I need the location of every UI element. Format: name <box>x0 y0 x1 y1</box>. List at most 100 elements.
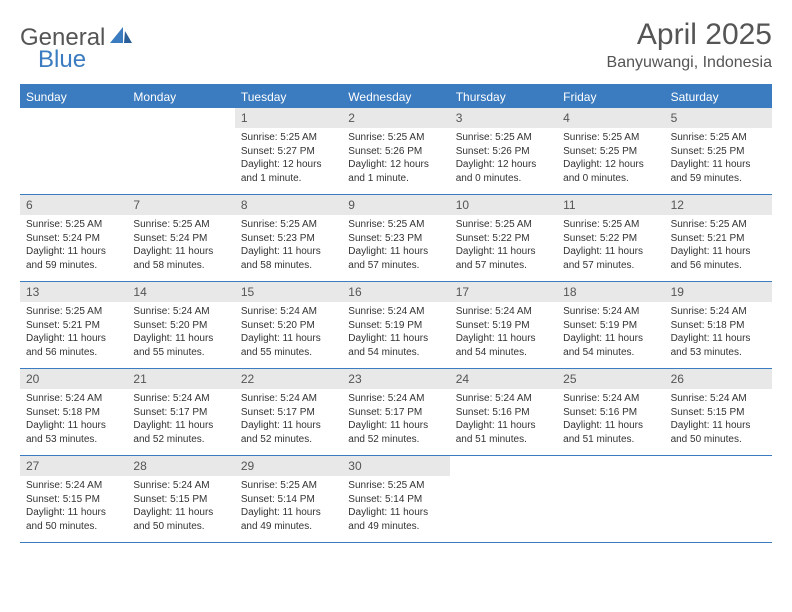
day-cell: 25Sunrise: 5:24 AMSunset: 5:16 PMDayligh… <box>557 369 664 455</box>
calendar: SundayMondayTuesdayWednesdayThursdayFrid… <box>20 84 772 543</box>
day-number: 17 <box>450 282 557 302</box>
day-cell: 29Sunrise: 5:25 AMSunset: 5:14 PMDayligh… <box>235 456 342 542</box>
day-body: Sunrise: 5:25 AMSunset: 5:14 PMDaylight:… <box>235 476 342 538</box>
day-number: 11 <box>557 195 664 215</box>
day-body: Sunrise: 5:25 AMSunset: 5:24 PMDaylight:… <box>20 215 127 277</box>
day-cell: 4Sunrise: 5:25 AMSunset: 5:25 PMDaylight… <box>557 108 664 194</box>
day-cell: 9Sunrise: 5:25 AMSunset: 5:23 PMDaylight… <box>342 195 449 281</box>
day-number: 9 <box>342 195 449 215</box>
week-row: 6Sunrise: 5:25 AMSunset: 5:24 PMDaylight… <box>20 195 772 282</box>
day-cell: 26Sunrise: 5:24 AMSunset: 5:15 PMDayligh… <box>665 369 772 455</box>
day-body: Sunrise: 5:24 AMSunset: 5:20 PMDaylight:… <box>235 302 342 364</box>
day-body: Sunrise: 5:24 AMSunset: 5:20 PMDaylight:… <box>127 302 234 364</box>
day-number: 23 <box>342 369 449 389</box>
day-body: Sunrise: 5:24 AMSunset: 5:16 PMDaylight:… <box>557 389 664 451</box>
day-cell: 1Sunrise: 5:25 AMSunset: 5:27 PMDaylight… <box>235 108 342 194</box>
day-body: Sunrise: 5:24 AMSunset: 5:19 PMDaylight:… <box>450 302 557 364</box>
week-row: 20Sunrise: 5:24 AMSunset: 5:18 PMDayligh… <box>20 369 772 456</box>
day-cell: 10Sunrise: 5:25 AMSunset: 5:22 PMDayligh… <box>450 195 557 281</box>
weeks: 1Sunrise: 5:25 AMSunset: 5:27 PMDaylight… <box>20 108 772 543</box>
day-number: 10 <box>450 195 557 215</box>
day-cell <box>127 108 234 194</box>
day-cell: 22Sunrise: 5:24 AMSunset: 5:17 PMDayligh… <box>235 369 342 455</box>
weekday-header: Saturday <box>665 86 772 108</box>
day-body: Sunrise: 5:24 AMSunset: 5:19 PMDaylight:… <box>557 302 664 364</box>
day-cell: 17Sunrise: 5:24 AMSunset: 5:19 PMDayligh… <box>450 282 557 368</box>
day-number: 8 <box>235 195 342 215</box>
day-number: 19 <box>665 282 772 302</box>
day-cell: 8Sunrise: 5:25 AMSunset: 5:23 PMDaylight… <box>235 195 342 281</box>
day-cell: 19Sunrise: 5:24 AMSunset: 5:18 PMDayligh… <box>665 282 772 368</box>
weekday-header: Friday <box>557 86 664 108</box>
day-cell: 7Sunrise: 5:25 AMSunset: 5:24 PMDaylight… <box>127 195 234 281</box>
day-body: Sunrise: 5:25 AMSunset: 5:23 PMDaylight:… <box>342 215 449 277</box>
day-body: Sunrise: 5:24 AMSunset: 5:15 PMDaylight:… <box>20 476 127 538</box>
day-cell: 27Sunrise: 5:24 AMSunset: 5:15 PMDayligh… <box>20 456 127 542</box>
day-number: 30 <box>342 456 449 476</box>
day-body: Sunrise: 5:24 AMSunset: 5:17 PMDaylight:… <box>127 389 234 451</box>
day-cell: 13Sunrise: 5:25 AMSunset: 5:21 PMDayligh… <box>20 282 127 368</box>
day-body: Sunrise: 5:25 AMSunset: 5:25 PMDaylight:… <box>557 128 664 190</box>
day-body: Sunrise: 5:25 AMSunset: 5:21 PMDaylight:… <box>20 302 127 364</box>
day-body: Sunrise: 5:25 AMSunset: 5:14 PMDaylight:… <box>342 476 449 538</box>
day-cell: 30Sunrise: 5:25 AMSunset: 5:14 PMDayligh… <box>342 456 449 542</box>
day-number: 7 <box>127 195 234 215</box>
day-number: 24 <box>450 369 557 389</box>
day-body: Sunrise: 5:24 AMSunset: 5:17 PMDaylight:… <box>235 389 342 451</box>
day-cell: 12Sunrise: 5:25 AMSunset: 5:21 PMDayligh… <box>665 195 772 281</box>
day-cell: 2Sunrise: 5:25 AMSunset: 5:26 PMDaylight… <box>342 108 449 194</box>
day-cell: 28Sunrise: 5:24 AMSunset: 5:15 PMDayligh… <box>127 456 234 542</box>
day-cell <box>20 108 127 194</box>
day-number: 4 <box>557 108 664 128</box>
weekday-header: Sunday <box>20 86 127 108</box>
day-cell: 24Sunrise: 5:24 AMSunset: 5:16 PMDayligh… <box>450 369 557 455</box>
day-number: 26 <box>665 369 772 389</box>
day-number: 25 <box>557 369 664 389</box>
week-row: 27Sunrise: 5:24 AMSunset: 5:15 PMDayligh… <box>20 456 772 543</box>
day-body: Sunrise: 5:24 AMSunset: 5:16 PMDaylight:… <box>450 389 557 451</box>
day-number: 5 <box>665 108 772 128</box>
day-body: Sunrise: 5:25 AMSunset: 5:25 PMDaylight:… <box>665 128 772 190</box>
logo-sail-icon <box>110 25 132 48</box>
day-body: Sunrise: 5:24 AMSunset: 5:15 PMDaylight:… <box>665 389 772 451</box>
day-body: Sunrise: 5:24 AMSunset: 5:17 PMDaylight:… <box>342 389 449 451</box>
week-row: 1Sunrise: 5:25 AMSunset: 5:27 PMDaylight… <box>20 108 772 195</box>
day-body: Sunrise: 5:24 AMSunset: 5:18 PMDaylight:… <box>665 302 772 364</box>
day-body: Sunrise: 5:24 AMSunset: 5:19 PMDaylight:… <box>342 302 449 364</box>
day-cell <box>665 456 772 542</box>
day-body: Sunrise: 5:25 AMSunset: 5:24 PMDaylight:… <box>127 215 234 277</box>
day-cell: 20Sunrise: 5:24 AMSunset: 5:18 PMDayligh… <box>20 369 127 455</box>
day-cell: 21Sunrise: 5:24 AMSunset: 5:17 PMDayligh… <box>127 369 234 455</box>
day-number: 14 <box>127 282 234 302</box>
day-cell <box>450 456 557 542</box>
day-number: 27 <box>20 456 127 476</box>
weekday-header: Monday <box>127 86 234 108</box>
logo-text-blue: Blue <box>38 46 86 73</box>
day-body: Sunrise: 5:25 AMSunset: 5:26 PMDaylight:… <box>342 128 449 190</box>
day-body: Sunrise: 5:25 AMSunset: 5:26 PMDaylight:… <box>450 128 557 190</box>
day-body: Sunrise: 5:25 AMSunset: 5:21 PMDaylight:… <box>665 215 772 277</box>
day-cell: 15Sunrise: 5:24 AMSunset: 5:20 PMDayligh… <box>235 282 342 368</box>
weekday-row: SundayMondayTuesdayWednesdayThursdayFrid… <box>20 86 772 108</box>
day-cell: 11Sunrise: 5:25 AMSunset: 5:22 PMDayligh… <box>557 195 664 281</box>
day-body: Sunrise: 5:25 AMSunset: 5:22 PMDaylight:… <box>450 215 557 277</box>
day-number: 21 <box>127 369 234 389</box>
day-cell: 18Sunrise: 5:24 AMSunset: 5:19 PMDayligh… <box>557 282 664 368</box>
day-cell: 16Sunrise: 5:24 AMSunset: 5:19 PMDayligh… <box>342 282 449 368</box>
day-number: 3 <box>450 108 557 128</box>
day-body: Sunrise: 5:24 AMSunset: 5:15 PMDaylight:… <box>127 476 234 538</box>
day-cell: 14Sunrise: 5:24 AMSunset: 5:20 PMDayligh… <box>127 282 234 368</box>
day-number: 28 <box>127 456 234 476</box>
day-number: 13 <box>20 282 127 302</box>
weekday-header: Thursday <box>450 86 557 108</box>
day-number: 22 <box>235 369 342 389</box>
day-number: 6 <box>20 195 127 215</box>
day-number: 16 <box>342 282 449 302</box>
day-body: Sunrise: 5:25 AMSunset: 5:22 PMDaylight:… <box>557 215 664 277</box>
day-number: 2 <box>342 108 449 128</box>
day-cell: 5Sunrise: 5:25 AMSunset: 5:25 PMDaylight… <box>665 108 772 194</box>
day-cell: 6Sunrise: 5:25 AMSunset: 5:24 PMDaylight… <box>20 195 127 281</box>
weekday-header: Tuesday <box>235 86 342 108</box>
day-cell: 3Sunrise: 5:25 AMSunset: 5:26 PMDaylight… <box>450 108 557 194</box>
day-cell <box>557 456 664 542</box>
